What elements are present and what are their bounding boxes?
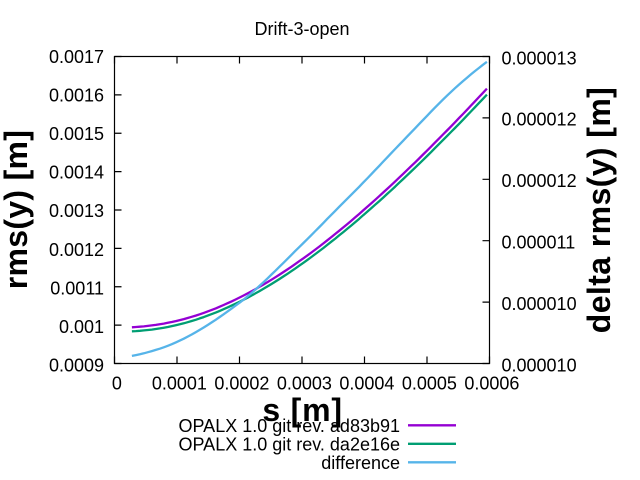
- svg-text:0.0017: 0.0017: [49, 47, 104, 67]
- svg-text:OPALX 1.0 git rev. da2e16e: OPALX 1.0 git rev. da2e16e: [179, 435, 400, 455]
- svg-text:0.000012: 0.000012: [502, 110, 577, 130]
- svg-text:0.000012: 0.000012: [502, 171, 577, 191]
- svg-text:0.0012: 0.0012: [49, 240, 104, 260]
- svg-text:s [m]: s [m]: [262, 392, 342, 428]
- svg-text:rms(y) [m]: rms(y) [m]: [0, 130, 34, 289]
- svg-text:0.0003: 0.0003: [277, 374, 332, 394]
- svg-text:Drift-3-open: Drift-3-open: [254, 19, 349, 39]
- svg-text:0.000010: 0.000010: [502, 355, 577, 375]
- svg-text:delta rms(y) [m]: delta rms(y) [m]: [581, 87, 617, 333]
- svg-text:0.0004: 0.0004: [339, 374, 394, 394]
- svg-text:0.000011: 0.000011: [502, 233, 576, 253]
- svg-text:0.0013: 0.0013: [49, 201, 104, 221]
- svg-text:0.0016: 0.0016: [49, 85, 104, 105]
- svg-text:0.0002: 0.0002: [214, 374, 269, 394]
- svg-text:OPALX 1.0 git rev. ad83b91: OPALX 1.0 git rev. ad83b91: [179, 416, 400, 436]
- svg-text:0.0001: 0.0001: [152, 374, 207, 394]
- svg-text:0.0014: 0.0014: [49, 163, 104, 183]
- svg-text:difference: difference: [321, 453, 400, 473]
- svg-text:0.001: 0.001: [59, 317, 104, 337]
- svg-text:0: 0: [112, 374, 122, 394]
- svg-text:0.0009: 0.0009: [49, 356, 104, 376]
- svg-text:0.000013: 0.000013: [502, 48, 577, 68]
- svg-text:0.0005: 0.0005: [402, 374, 457, 394]
- svg-text:0.0015: 0.0015: [49, 124, 104, 144]
- svg-text:0.000010: 0.000010: [502, 294, 577, 314]
- svg-text:0.0006: 0.0006: [464, 374, 519, 394]
- svg-text:0.0011: 0.0011: [50, 278, 104, 298]
